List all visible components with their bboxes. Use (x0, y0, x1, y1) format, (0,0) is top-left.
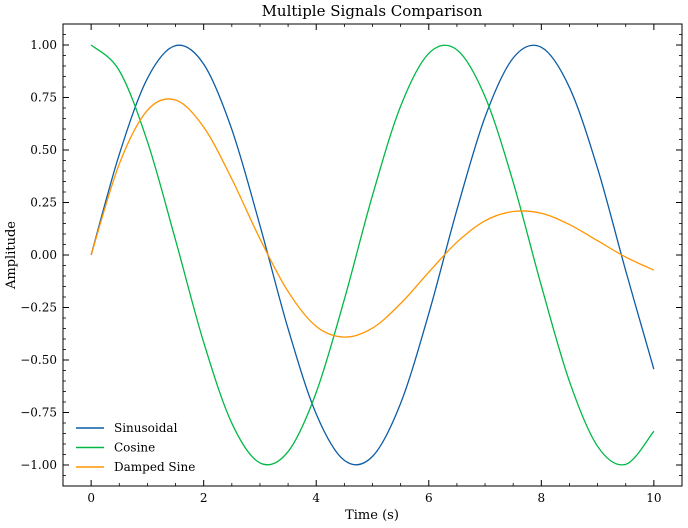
x-tick-label: 4 (312, 491, 320, 505)
plot-area-frame (62, 23, 683, 487)
legend-label: Sinusoidal (114, 421, 178, 435)
x-axis-label: Time (s) (345, 508, 399, 523)
series-lines (90, 44, 655, 466)
y-axis-label: Amplitude (4, 221, 19, 290)
y-axis-ticks: −1.00 −0.75 −0.50 −0.25 0.00 0.25 0.50 0.75 1.00 (20, 34, 682, 476)
y-tick-label: −0.50 (20, 353, 57, 367)
y-tick-label: −0.25 (20, 301, 57, 315)
legend-label: Cosine (114, 441, 155, 455)
x-tick-label: 10 (646, 491, 661, 505)
y-tick-label: 1.00 (30, 38, 57, 52)
series-line-damped-sine (90, 98, 655, 338)
y-tick-label: 0.25 (30, 196, 57, 210)
legend-label: Damped Sine (114, 460, 195, 474)
y-tick-label: 0.50 (30, 143, 57, 157)
chart-title: Multiple Signals Comparison (262, 2, 483, 20)
x-axis-ticks: 0 2 4 6 8 10 (62, 24, 683, 505)
legend: Sinusoidal Cosine Damped Sine (76, 421, 195, 474)
y-tick-label: 0.75 (30, 91, 57, 105)
y-tick-label: −0.75 (20, 406, 57, 420)
x-tick-label: 6 (425, 491, 433, 505)
y-tick-label: −1.00 (20, 458, 57, 472)
x-tick-label: 8 (537, 491, 545, 505)
x-tick-label: 0 (87, 491, 95, 505)
x-tick-label: 2 (200, 491, 208, 505)
series-line-cosine (90, 44, 655, 466)
y-tick-label: 0.00 (30, 248, 57, 262)
series-line-sinusoidal (90, 44, 655, 466)
